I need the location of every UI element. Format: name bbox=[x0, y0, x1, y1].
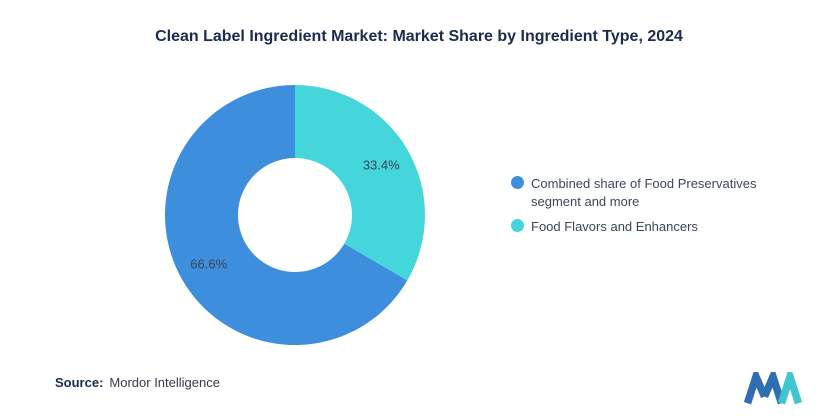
chart-title: Clean Label Ingredient Market: Market Sh… bbox=[155, 28, 683, 45]
source-text: Mordor Intelligence bbox=[109, 375, 220, 390]
legend-item: Food Flavors and Enhancers bbox=[511, 218, 773, 236]
source-label: Source: bbox=[55, 375, 104, 390]
legend-dot bbox=[511, 219, 524, 233]
logo-shape-teal bbox=[777, 372, 803, 405]
donut-chart: 33.4% 66.6% bbox=[145, 65, 445, 365]
source-line: Source: Mordor Intelligence bbox=[55, 375, 220, 390]
donut-slice bbox=[164, 85, 408, 345]
donut-chart-svg: 33.4% 66.6% bbox=[164, 85, 425, 345]
logo-shape-blue bbox=[743, 372, 768, 405]
chart-legend: Combined share of Food Preservatives seg… bbox=[511, 175, 773, 236]
slice-data-label: 33.4% bbox=[363, 157, 400, 172]
legend-dot bbox=[511, 176, 524, 189]
legend-label: Combined share of Food Preservatives seg… bbox=[531, 176, 757, 209]
slice-data-label: 66.6% bbox=[190, 257, 227, 272]
legend-label: Food Flavors and Enhancers bbox=[531, 219, 698, 235]
donut-slice bbox=[295, 85, 425, 281]
logo-shape-blue-2 bbox=[761, 372, 786, 405]
mordor-intelligence-logo bbox=[743, 372, 803, 405]
legend-item: Combined share of Food Preservatives seg… bbox=[511, 175, 773, 210]
